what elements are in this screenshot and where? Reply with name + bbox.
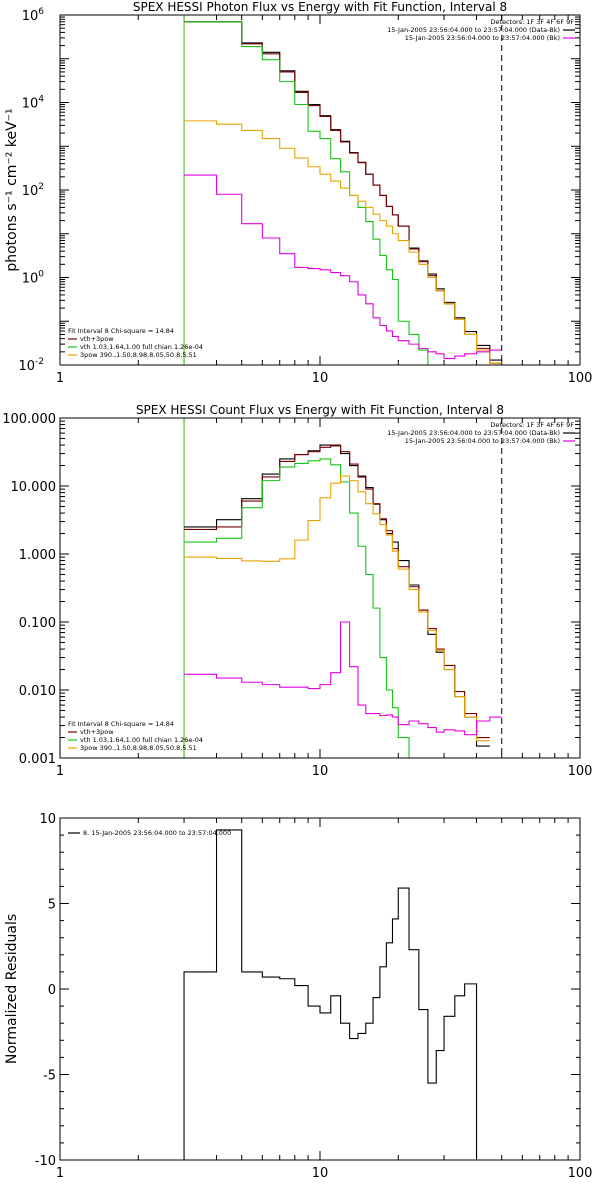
count-plot-frame	[59, 417, 581, 759]
x-tick-label: 10	[312, 1166, 329, 1181]
legend-entry: 3pow 390.,1.50,8.98,8.05,50.8,5.51	[80, 744, 197, 752]
count-series-vth	[184, 458, 419, 758]
count-series-vth+3pow	[184, 444, 490, 739]
count-panel: SPEX HESSI Count Flux vs Energy with Fit…	[2, 403, 592, 779]
x-tick-label: 1	[56, 1166, 64, 1181]
legend-title: Detectors: 1F 3F 4F 6F 9F	[490, 421, 574, 429]
y-tick-label: 100	[22, 270, 45, 287]
residual-y-ticks	[60, 817, 580, 1161]
x-tick-label: 1	[56, 371, 64, 386]
y-tick-label: 0.001	[19, 752, 56, 767]
photon-panel: SPEX HESSI Photon Flux vs Energy with Fi…	[4, 0, 592, 386]
photon-legend-fit: Fit Interval 8 Chi-square = 14.84vth+3po…	[68, 327, 203, 359]
x-tick-label: 100	[568, 1166, 593, 1181]
photon-series-vth	[184, 21, 437, 365]
y-tick-label: 0.010	[19, 684, 56, 699]
legend-entry: vth+3pow	[80, 728, 114, 736]
residual-x-ticks	[59, 818, 581, 1160]
legend-entry: 15-Jan-2005 23:56:04.000 to 23:57:04.000…	[405, 437, 560, 445]
y-tick-label: 0.100	[19, 616, 56, 631]
y-tick-label: 100.000	[2, 412, 56, 427]
photon-series	[184, 21, 502, 365]
y-tick-label: 104	[22, 95, 45, 112]
count-series-3pow	[184, 475, 490, 742]
residual-panel: Normalized Residuals 1 10 100 -10 -5 0 5 10 8. 15…	[4, 812, 592, 1181]
x-tick-label: 100	[568, 371, 593, 386]
y-tick-label: 10	[39, 812, 56, 827]
x-tick-label: 100	[568, 764, 593, 779]
legend-entry: vth 1.03,1.64,1.00 full chian 1.26e-04	[80, 343, 203, 351]
y-tick-label: 0	[48, 983, 56, 998]
y-tick-label: 1.000	[19, 548, 56, 563]
photon-ylabel: photons s⁻¹ cm⁻² keV⁻¹	[4, 108, 20, 271]
y-tick-label: 5	[48, 898, 56, 913]
residual-series-residuals	[183, 829, 478, 1160]
legend-entry: 15-Jan-2005 23:56:04.000 to 23:57:04.000…	[387, 429, 560, 437]
y-tick-label: -10	[35, 1154, 56, 1169]
y-tick-label: 10.000	[11, 480, 57, 495]
legend-entry: 3pow 390.,1.50,8.98,8.05,50.8,5.51	[80, 351, 197, 359]
residual-legend-top: 8. 15-Jan-2005 23:56:04.000 to 23:57:04.…	[68, 829, 231, 837]
photon-series-vth+3pow	[184, 21, 502, 364]
photon-series-background	[184, 174, 502, 360]
legend-entry: 15-Jan-2005 23:56:04.000 to 23:57:04.000…	[387, 26, 560, 34]
count-series	[184, 444, 502, 758]
legend-title: Detectors: 1F 3F 4F 6F 9F	[490, 18, 574, 26]
residual-series	[183, 829, 478, 1160]
photon-series-3pow	[184, 120, 502, 364]
y-tick-label: 10-2	[18, 357, 44, 374]
y-tick-label: 106	[22, 7, 45, 24]
x-tick-label: 10	[312, 764, 329, 779]
residual-ylabel: Normalized Residuals	[4, 914, 20, 1064]
count-y-ticks	[60, 417, 580, 759]
photon-plot-frame	[59, 14, 581, 366]
legend-entry: 15-Jan-2005 23:56:04.000 to 23:57:04.000…	[405, 34, 560, 42]
legend-entry: vth+3pow	[80, 335, 114, 343]
y-tick-label: -5	[43, 1069, 56, 1084]
x-tick-label: 10	[312, 371, 329, 386]
residual-plot-frame	[59, 817, 581, 1161]
legend-entry: 8. 15-Jan-2005 23:56:04.000 to 23:57:04.…	[83, 829, 231, 837]
photon-series-data	[184, 21, 502, 361]
fit-title: Fit Interval 8 Chi-square = 14.84	[68, 720, 174, 728]
count-legend-fit: Fit Interval 8 Chi-square = 14.84vth+3po…	[68, 720, 203, 752]
legend-entry: vth 1.03,1.64,1.00 full chian 1.26e-04	[80, 736, 203, 744]
fit-title: Fit Interval 8 Chi-square = 14.84	[68, 327, 174, 335]
photon-title: SPEX HESSI Photon Flux vs Energy with Fi…	[133, 0, 507, 14]
count-title: SPEX HESSI Count Flux vs Energy with Fit…	[136, 403, 504, 417]
x-tick-label: 1	[56, 764, 64, 779]
count-series-data	[184, 444, 490, 747]
y-tick-label: 102	[22, 182, 44, 199]
count-series-background	[184, 621, 502, 736]
